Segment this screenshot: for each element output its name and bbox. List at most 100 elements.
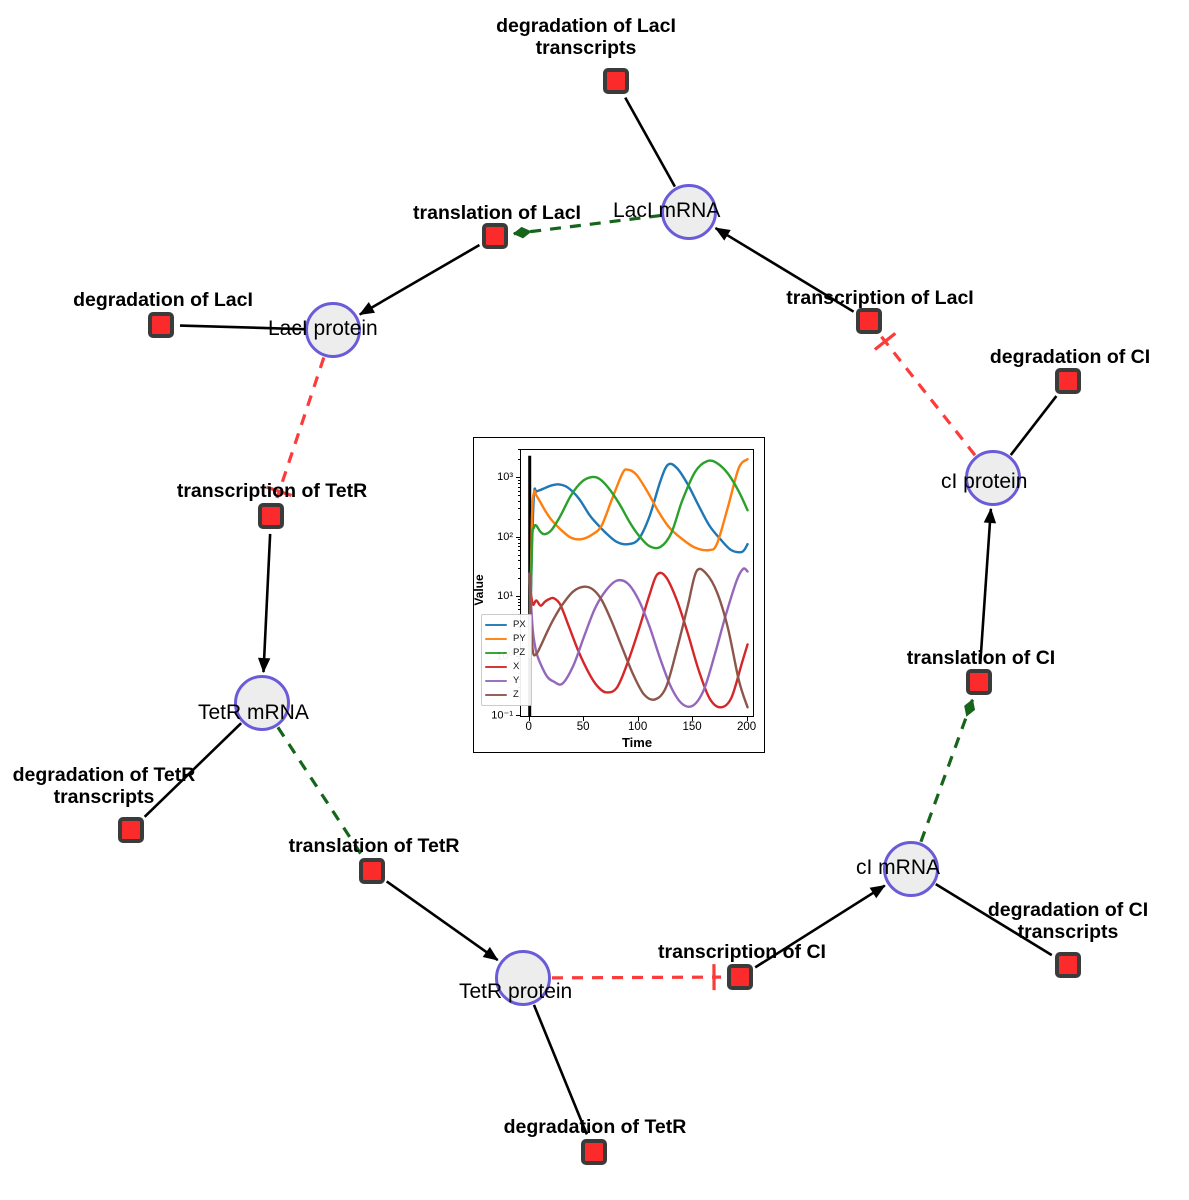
chart-xtick-label: 200 (736, 721, 757, 733)
chart-ytick-label: 10³ (497, 471, 513, 484)
chart-ytick-minor (518, 483, 520, 485)
chart-ytick-minor (518, 500, 520, 502)
place-laci_mrna[interactable] (661, 184, 717, 240)
chart-ytick-minor (518, 601, 520, 603)
chart-legend-swatch (485, 679, 507, 683)
transition-translation_ci[interactable] (966, 669, 992, 695)
chart-legend-label: Z (513, 689, 519, 701)
transition-deg_tetr_transcripts[interactable] (118, 817, 144, 843)
transition-label-transcription_ci: transcription of CI (658, 941, 826, 963)
chart-ytick-minor (518, 508, 520, 510)
chart-ytick-minor (518, 567, 520, 569)
chart-ytick-label: 10¹ (497, 590, 513, 603)
chart-ytick-minor (518, 578, 520, 580)
chart-legend-swatch (485, 623, 507, 627)
place-label-tetr_protein: TetR protein (459, 980, 573, 1003)
place-label-ci_mrna: cI mRNA (856, 856, 940, 879)
chart-ylabel: Value (472, 574, 486, 606)
chart-lines (528, 455, 749, 716)
chart-ytick-minor (518, 545, 520, 547)
chart-ytick-minor (518, 490, 520, 492)
chart-xtick-label: 150 (682, 721, 702, 733)
chart-ytick-minor (518, 459, 520, 461)
chart-legend-swatch (485, 693, 507, 697)
transition-deg_ci_transcripts[interactable] (1055, 952, 1081, 978)
transition-transcription_laci[interactable] (856, 308, 882, 334)
chart-xtick-mark (637, 717, 639, 721)
chart-ytick-minor (518, 518, 520, 520)
transition-label-deg_laci: degradation of LacI (73, 289, 253, 311)
transition-label-translation_tetr: translation of TetR (288, 835, 460, 857)
chart-legend-item: Z (485, 688, 526, 702)
place-laci_protein[interactable] (305, 302, 361, 358)
chart-legend-label: PZ (513, 647, 526, 659)
place-label-laci_mrna: LacI mRNA (613, 199, 721, 222)
chart-ytick-minor (518, 554, 520, 556)
chart-ytick-label: 10² (497, 530, 513, 543)
chart-ytick-minor (518, 609, 520, 611)
chart-xtick-mark (746, 717, 748, 721)
chart-plot-area (520, 449, 754, 717)
transition-label-transcription_laci: transcription of LacI (786, 287, 974, 309)
chart-ytick-minor (518, 605, 520, 607)
transition-label-deg_laci_transcripts: degradation of LacI transcripts (496, 15, 676, 59)
chart-ytick-mark (516, 477, 520, 479)
chart-legend-item: Y (485, 674, 526, 688)
chart-ytick-minor (518, 449, 520, 450)
chart-ytick-minor (518, 486, 520, 488)
chart-ytick-minor (518, 549, 520, 551)
chart-xtick-mark (528, 717, 530, 721)
chart-legend-swatch (485, 651, 507, 655)
chart-ytick-minor (518, 560, 520, 562)
chart-xtick-mark (692, 717, 694, 721)
chart-ytick-minor (518, 542, 520, 544)
chart-xlabel: Time (621, 735, 653, 750)
transition-translation_laci[interactable] (482, 223, 508, 249)
chart-ytick-minor (518, 480, 520, 482)
transition-label-translation_laci: translation of LacI (413, 202, 581, 224)
chart-legend-item: PZ (485, 646, 526, 660)
chart-ytick-minor (518, 495, 520, 497)
place-label-laci_protein: LacI protein (268, 317, 378, 340)
place-label-tetr_mrna: TetR mRNA (198, 701, 309, 724)
chart-xtick-label: 50 (576, 721, 590, 733)
chart-ytick-label: 10⁻¹ (491, 709, 513, 722)
place-tetr_mrna[interactable] (234, 675, 290, 731)
transition-deg_tetr[interactable] (581, 1139, 607, 1165)
chart-legend-swatch (485, 665, 507, 669)
transition-label-deg_ci_transcripts: degradation of CI transcripts (987, 899, 1149, 943)
transition-deg_laci[interactable] (148, 312, 174, 338)
transition-deg_ci[interactable] (1055, 368, 1081, 394)
transition-transcription_ci[interactable] (727, 964, 753, 990)
chart-ytick-minor (518, 598, 520, 600)
place-ci_protein[interactable] (965, 450, 1021, 506)
chart-legend-item: PY (485, 632, 526, 646)
place-label-ci_protein: cI protein (941, 470, 1028, 493)
chart-xtick-label: 100 (628, 721, 648, 733)
place-tetr_protein[interactable] (495, 950, 551, 1006)
transition-transcription_tetr[interactable] (258, 503, 284, 529)
chart-legend-item: PX (485, 618, 526, 632)
chart-legend-swatch (485, 637, 507, 641)
transition-deg_laci_transcripts[interactable] (603, 68, 629, 94)
chart-ytick-minor (518, 539, 520, 541)
place-ci_mrna[interactable] (883, 841, 939, 897)
chart-legend-label: Y (513, 675, 520, 687)
transition-label-translation_ci: translation of CI (906, 647, 1056, 669)
transition-label-deg_tetr_transcripts: degradation of TetR transcripts (12, 764, 196, 808)
chart-xtick-mark (583, 717, 585, 721)
chart-xtick-label: 0 (525, 721, 532, 733)
transition-label-deg_tetr: degradation of TetR (503, 1116, 687, 1138)
chart-ytick-mark (516, 536, 520, 538)
chart-legend-label: PY (513, 633, 526, 645)
chart-ytick-mark (516, 715, 520, 716)
chart-ytick-mark (516, 596, 520, 598)
chart-legend: PX PY PZ X Y Z (481, 614, 532, 706)
transition-translation_tetr[interactable] (359, 858, 385, 884)
transition-label-deg_ci: degradation of CI (989, 346, 1151, 368)
transition-label-transcription_tetr: transcription of TetR (176, 480, 368, 502)
chart-legend-label: PX (513, 619, 526, 631)
